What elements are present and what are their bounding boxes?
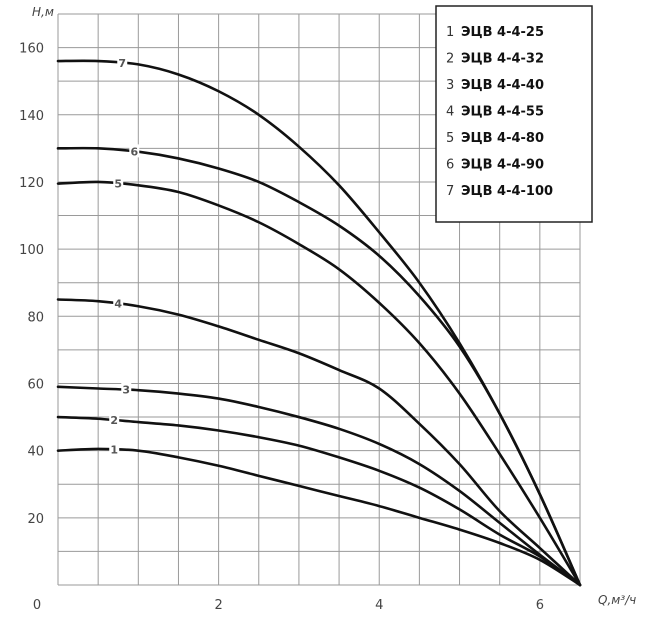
curve-number-label: 4 [114,298,122,311]
legend-entry-name: ЭЦВ 4-4-100 [461,184,553,199]
curve-label-bg [117,56,128,70]
curve-number-label: 5 [114,178,122,191]
series-curve-1 [56,447,582,587]
legend-entry-name: ЭЦВ 4-4-55 [461,105,544,120]
legend-entry-number: 2 [446,52,454,67]
legend-box [435,5,593,223]
curve-label-bg [121,382,132,396]
x-tick-label: 4 [375,598,383,613]
series-curve-4 [56,298,582,587]
legend-entry-number: 4 [446,105,454,120]
legend-entry-name: ЭЦВ 4-4-40 [461,78,544,93]
y-tick-label: 80 [27,310,44,325]
curve-label-bg [129,144,140,158]
x-tick-labels: 0 2 4 6 [33,598,544,613]
y-tick-label: 100 [19,243,44,258]
legend-entry-number: 1 [446,25,454,40]
legend-entry-number: 7 [446,184,454,199]
x-tick-label: 0 [33,598,41,613]
x-tick-label: 6 [536,598,544,613]
legend-entry-number: 3 [446,78,454,93]
y-tick-label: 120 [19,176,44,191]
legend: 1 ЭЦВ 4-4-25 2 ЭЦВ 4-4-32 3 ЭЦВ 4-4-40 4 ЭЦВ 4-… [435,5,593,223]
y-tick-label: 40 [27,445,44,460]
y-tick-labels: 20 40 60 80 100 120 140 160 [19,42,44,527]
series-curve-2 [56,415,582,587]
series-curve-3 [56,385,582,587]
y-axis-label: H,м [32,5,54,19]
series-curve-5 [56,180,582,587]
y-tick-label: 60 [27,377,44,392]
curve-number-label: 6 [130,145,138,158]
y-tick-label: 20 [27,512,44,527]
curve-number-label: 2 [110,414,118,427]
legend-entry-number: 5 [446,131,454,146]
series-curves: 1 2 3 4 5 6 7 [56,56,582,587]
legend-entry-number: 6 [446,158,454,173]
x-axis-label: Q,м³/ч [598,593,636,607]
curve-label-bg [113,176,124,190]
curve-number-label: 3 [122,384,130,397]
legend-entry-name: ЭЦВ 4-4-32 [461,52,544,67]
curve-label-bg [109,442,120,456]
curve-label-bg [113,296,124,310]
curve-label-bg [109,413,120,427]
x-tick-label: 2 [214,598,222,613]
series-curve-7 [56,59,582,587]
curve-number-label: 1 [110,444,118,457]
y-tick-label: 140 [19,109,44,124]
y-tick-label: 160 [19,42,44,57]
legend-entry-name: ЭЦВ 4-4-25 [461,25,544,40]
legend-entry-name: ЭЦВ 4-4-80 [461,131,544,146]
legend-entry-name: ЭЦВ 4-4-90 [461,158,544,173]
curve-number-label: 7 [118,57,126,70]
